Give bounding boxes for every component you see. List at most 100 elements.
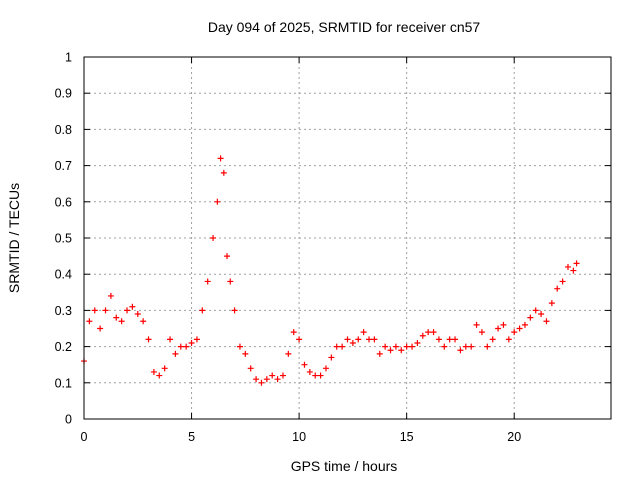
data-point — [339, 343, 346, 350]
data-point — [129, 303, 136, 310]
data-point — [269, 372, 276, 379]
data-point — [414, 339, 421, 346]
data-point — [532, 307, 539, 314]
data-point — [224, 253, 231, 260]
y-tick-label: 0 — [65, 413, 72, 427]
data-point — [322, 365, 329, 372]
data-point — [227, 278, 234, 285]
data-point — [543, 318, 550, 325]
data-point — [452, 336, 459, 343]
y-axis-label: SRMTID / TECUs — [6, 183, 22, 293]
data-point — [349, 339, 356, 346]
data-point — [500, 321, 507, 328]
data-point — [409, 343, 416, 350]
data-point — [425, 329, 432, 336]
data-point — [172, 350, 179, 357]
data-point — [538, 311, 545, 318]
data-point — [204, 278, 211, 285]
data-point — [113, 314, 120, 321]
data-point — [344, 336, 351, 343]
y-tick-label: 0.7 — [55, 159, 72, 173]
data-point — [236, 343, 243, 350]
plot-frame — [83, 56, 612, 420]
data-point — [86, 318, 93, 325]
data-point — [559, 278, 566, 285]
grid-lines — [84, 57, 611, 419]
data-point — [124, 307, 131, 314]
data-point — [134, 311, 141, 318]
data-point — [102, 307, 109, 314]
y-tick-label: 0.2 — [55, 340, 72, 354]
x-tick-label: 10 — [292, 430, 306, 444]
data-point — [312, 372, 319, 379]
data-point — [188, 339, 195, 346]
data-point — [387, 347, 394, 354]
data-point — [371, 336, 378, 343]
chart-title: Day 094 of 2025, SRMTID for receiver cn5… — [208, 19, 481, 35]
data-point — [554, 285, 561, 292]
data-point — [150, 368, 157, 375]
y-tick-label: 0.3 — [55, 304, 72, 318]
data-point — [91, 307, 98, 314]
data-point — [521, 321, 528, 328]
data-point — [242, 350, 249, 357]
data-point — [392, 343, 399, 350]
data-point — [360, 329, 367, 336]
data-point — [484, 343, 491, 350]
data-point — [247, 365, 254, 372]
data-point — [220, 169, 227, 176]
data-point — [97, 325, 104, 332]
data-point — [457, 347, 464, 354]
data-point — [199, 307, 206, 314]
data-point — [478, 329, 485, 336]
data-point — [140, 318, 147, 325]
data-point — [193, 336, 200, 343]
data-point — [570, 267, 577, 274]
data-point — [214, 198, 221, 205]
x-tick-label: 20 — [507, 430, 521, 444]
data-point — [328, 354, 335, 361]
data-point — [564, 263, 571, 270]
data-point — [210, 235, 217, 241]
data-point — [217, 155, 224, 162]
data-point — [183, 343, 190, 350]
data-point — [382, 343, 389, 350]
data-point — [430, 329, 437, 336]
x-tick-label: 0 — [81, 430, 88, 444]
y-tick-label: 0.4 — [55, 268, 72, 282]
data-point — [435, 336, 442, 343]
y-tick-label: 1 — [65, 51, 72, 65]
data-point — [446, 336, 453, 343]
data-point — [296, 336, 303, 343]
data-point — [145, 336, 152, 343]
data-point — [548, 300, 555, 307]
data-point — [376, 350, 383, 357]
data-point — [263, 376, 270, 383]
data-point — [279, 372, 286, 379]
data-point — [118, 318, 125, 325]
data-point — [419, 332, 426, 339]
tick-labels: 00.10.20.30.40.50.60.70.80.910 5 10 15 20 — [55, 51, 522, 445]
data-point — [573, 260, 580, 267]
data-point — [505, 336, 512, 343]
data-point — [274, 376, 281, 383]
x-tick-label: 15 — [400, 430, 414, 444]
y-tick-label: 0.8 — [55, 123, 72, 137]
x-axis-label: GPS time / hours — [291, 458, 398, 474]
data-point — [462, 343, 469, 350]
y-tick-label: 0.1 — [55, 376, 72, 390]
data-point — [495, 325, 502, 332]
y-tick-label: 0.6 — [55, 195, 72, 209]
data-point — [398, 347, 405, 354]
data-point — [527, 314, 534, 321]
data-point — [156, 372, 163, 379]
data-point — [317, 372, 324, 379]
data-point — [107, 292, 114, 299]
data-point — [253, 376, 260, 383]
data-points — [81, 155, 580, 386]
data-point — [403, 343, 410, 350]
data-point — [333, 343, 340, 350]
data-point — [231, 307, 238, 314]
axis-ticks — [83, 56, 611, 420]
